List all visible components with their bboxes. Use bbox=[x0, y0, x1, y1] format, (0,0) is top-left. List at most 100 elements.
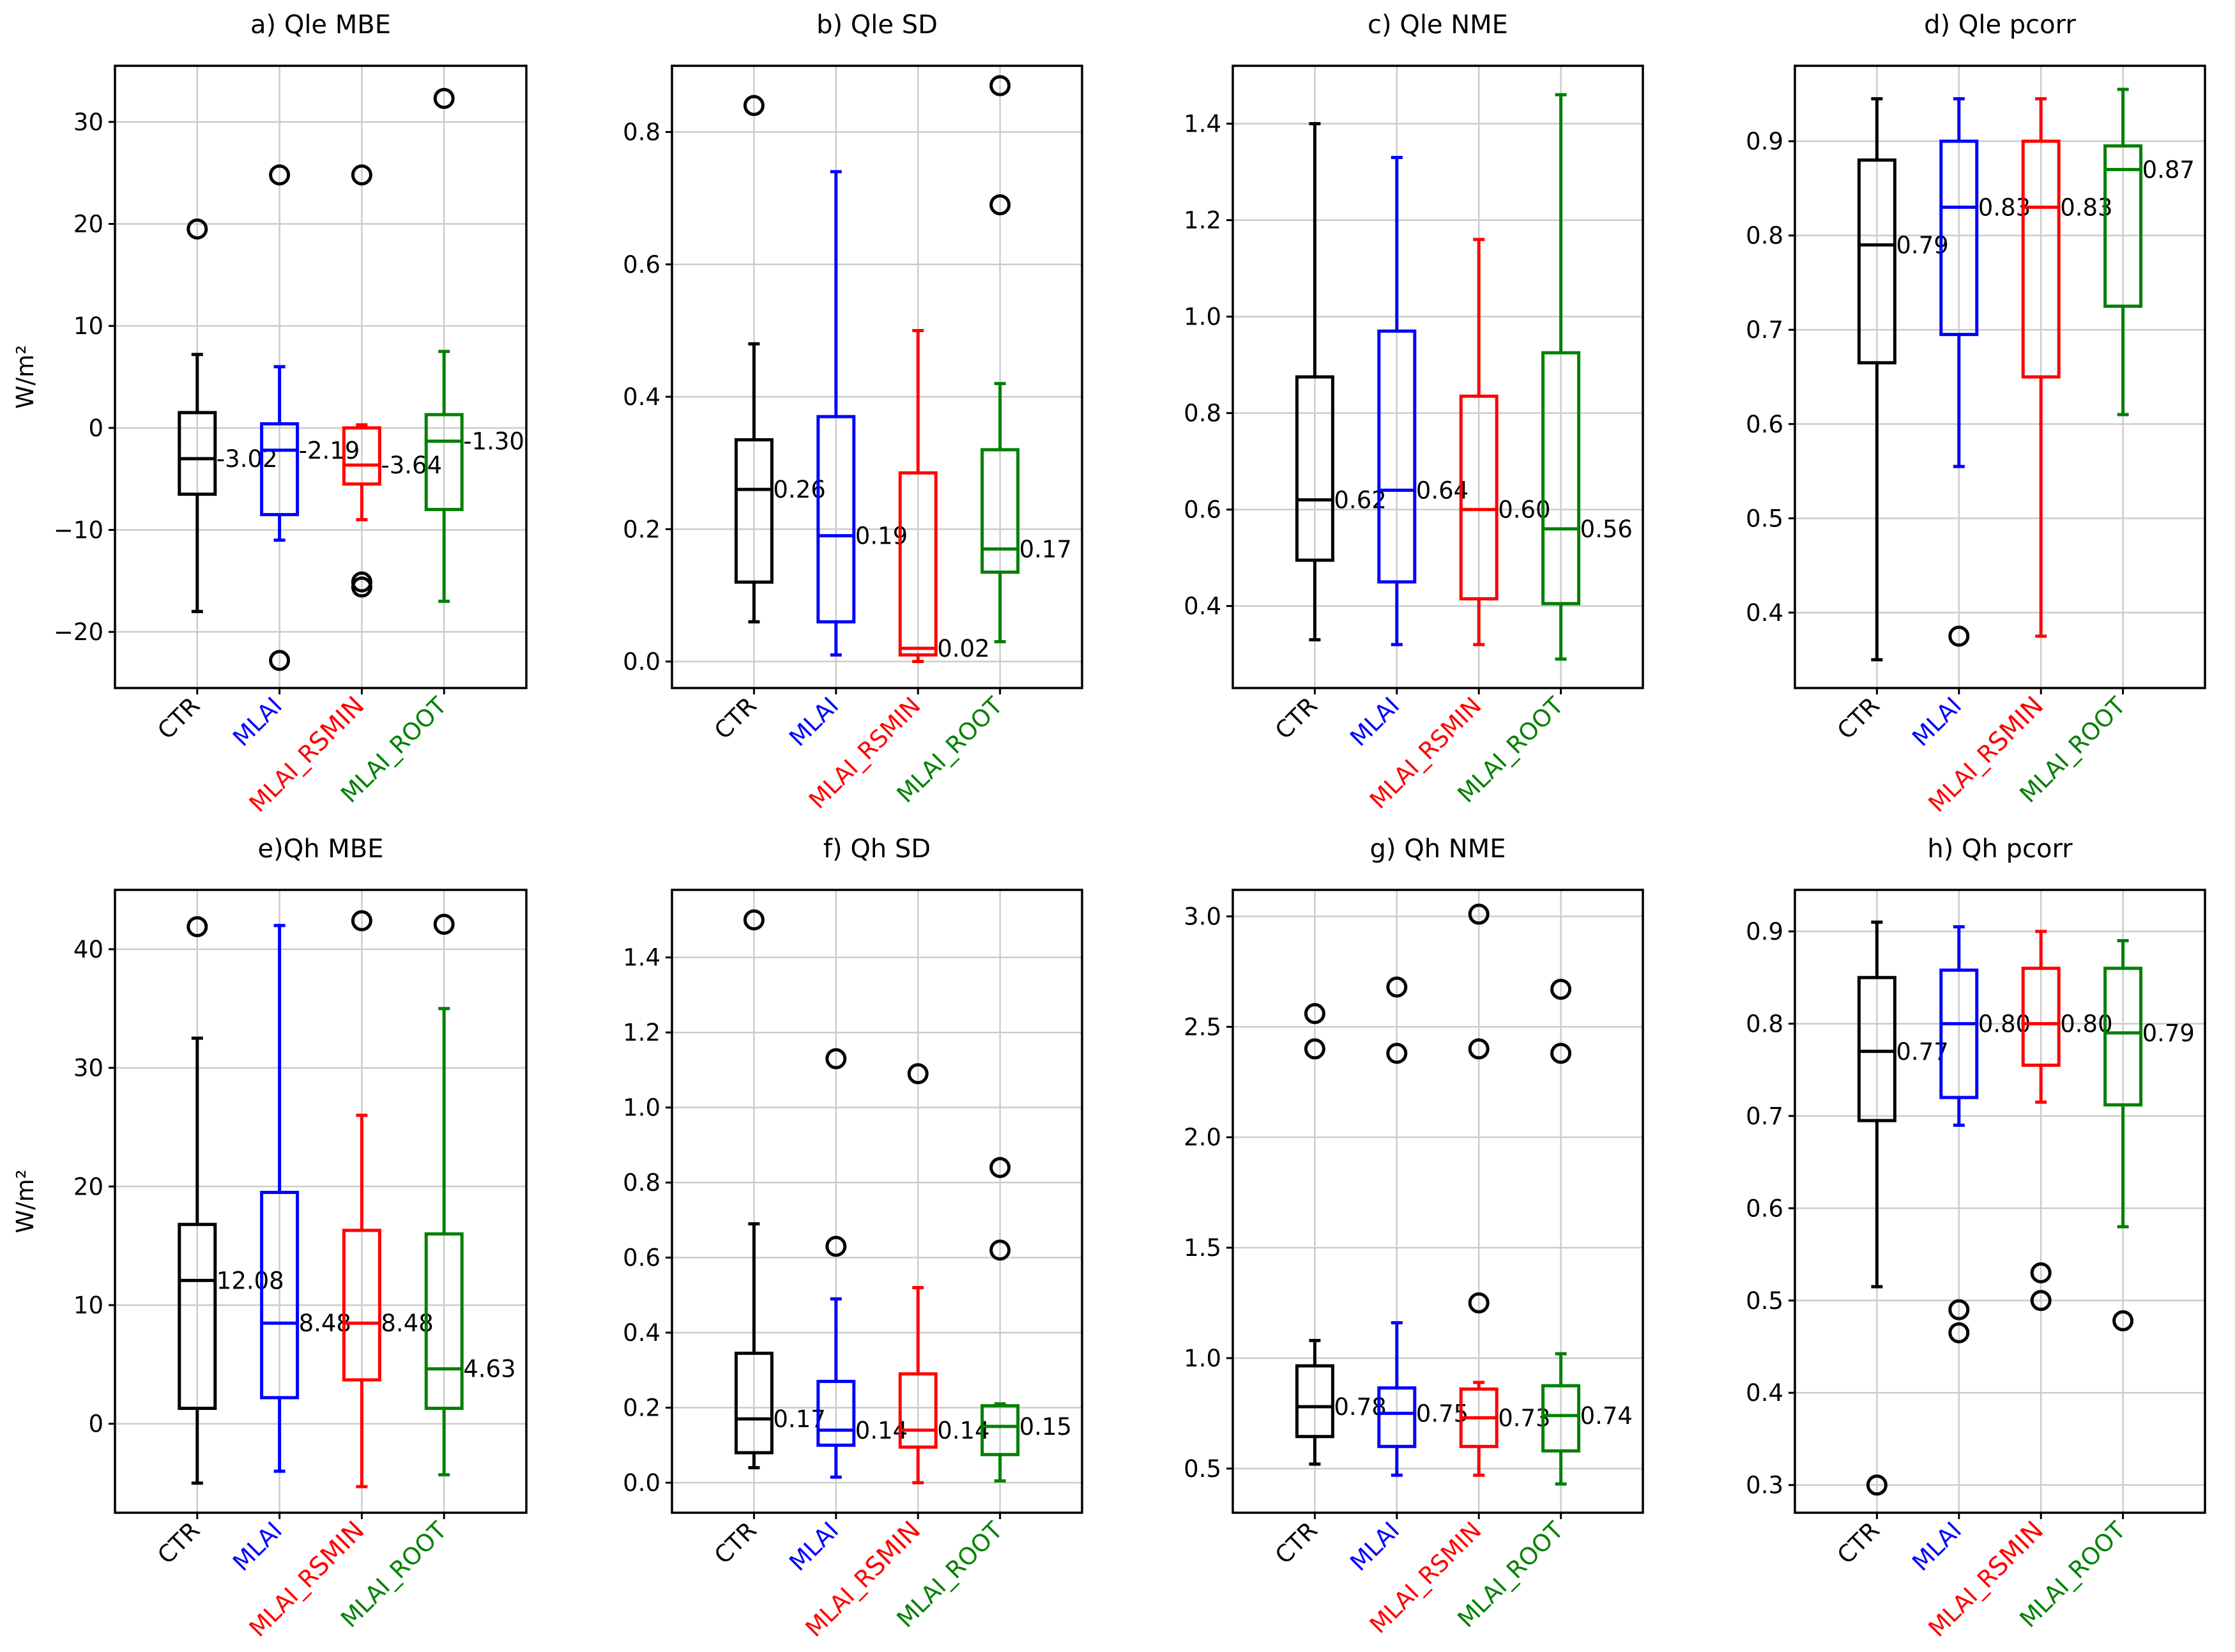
y-tick-label: −20 bbox=[54, 618, 103, 646]
y-tick-label: 1.4 bbox=[623, 944, 660, 972]
y-tick-label: 0.6 bbox=[623, 1244, 660, 1272]
panel-title: c) Qle NME bbox=[1368, 10, 1508, 40]
plot-frame bbox=[114, 889, 528, 1514]
iqr-box bbox=[1939, 968, 1979, 1099]
outlier-point bbox=[989, 75, 1011, 96]
box-mlai-root: 0.15 bbox=[980, 1157, 1072, 1483]
box-ctr: 0.26 bbox=[734, 95, 826, 623]
median-label: 0.17 bbox=[1019, 535, 1072, 563]
box-mlai-rsmin: 0.14 bbox=[898, 1063, 990, 1485]
y-tick-label: 1.0 bbox=[1184, 303, 1221, 331]
outlier-point bbox=[351, 910, 372, 931]
box-mlai-root: 0.79 bbox=[2103, 938, 2195, 1332]
x-tick-label-part: MLAI bbox=[227, 692, 287, 752]
panel-title: g) Qh NME bbox=[1370, 834, 1506, 864]
outlier-point bbox=[269, 164, 291, 186]
x-tick-label-part: CTR bbox=[709, 1517, 762, 1570]
outlier-point bbox=[1304, 1003, 1325, 1025]
panel-g: 0.78 0.75 0.73 0.74 0.5 1.0 1.5 2.0 2.5 3.0 CTR MLA… bbox=[1184, 834, 1644, 1639]
x-tick-label-part: SMIN bbox=[303, 691, 370, 758]
iqr-box bbox=[424, 1232, 464, 1411]
iqr-box bbox=[2021, 139, 2061, 379]
box-mlai-rsmin: 0.83 bbox=[2021, 97, 2113, 638]
median-label: 0.74 bbox=[1580, 1402, 1633, 1430]
iqr-box bbox=[1295, 375, 1334, 562]
y-tick-label: 0.8 bbox=[1746, 222, 1783, 250]
x-tick-label-part: MLAI_R bbox=[800, 1563, 880, 1642]
panel-title: b) Qle SD bbox=[816, 10, 938, 40]
iqr-box bbox=[980, 1404, 1020, 1457]
x-tick-label-ctr: CTR bbox=[1270, 1517, 1323, 1570]
y-tick-label: 0.7 bbox=[1746, 316, 1783, 344]
box-ctr: 12.08 bbox=[178, 916, 284, 1485]
x-tick-label-ctr: CTR bbox=[152, 1517, 205, 1570]
y-tick-label: 3.0 bbox=[1184, 903, 1221, 930]
box-mlai: 8.48 bbox=[260, 924, 351, 1473]
y-tick-label: 0.9 bbox=[1746, 128, 1783, 155]
box-ctr: 0.79 bbox=[1857, 97, 1949, 662]
iqr-box bbox=[734, 1351, 774, 1455]
y-tick-label: 0.2 bbox=[623, 1395, 660, 1422]
x-tick-label-mlai: MLAI bbox=[1907, 1517, 1967, 1577]
x-tick-label-part: MLAI_R bbox=[1923, 1563, 2003, 1642]
y-tick-label: 20 bbox=[73, 210, 103, 238]
x-tick-label-part: SMIN bbox=[1983, 691, 2049, 758]
box-mlai: 0.80 bbox=[1939, 925, 2031, 1343]
y-tick-label: 0.5 bbox=[1746, 505, 1783, 532]
y-tick-label: 1.2 bbox=[623, 1019, 660, 1046]
iqr-box bbox=[1459, 394, 1499, 600]
iqr-box bbox=[342, 1228, 381, 1382]
y-tick-label: 0.5 bbox=[1746, 1287, 1783, 1315]
outlier-point bbox=[2112, 1310, 2134, 1332]
iqr-box bbox=[2103, 967, 2143, 1107]
median-label: -1.30 bbox=[463, 428, 524, 455]
box-ctr: 0.78 bbox=[1295, 1003, 1387, 1466]
iqr-box bbox=[342, 426, 381, 486]
iqr-box bbox=[1377, 1386, 1417, 1448]
x-tick-label-part: MLAI bbox=[1907, 1517, 1967, 1577]
box-mlai: 0.64 bbox=[1377, 155, 1468, 646]
box-mlai-rsmin: 0.73 bbox=[1459, 903, 1551, 1477]
iqr-box bbox=[1857, 158, 1896, 365]
outlier-point bbox=[1386, 976, 1408, 998]
outlier-point bbox=[351, 164, 372, 186]
x-tick-label-mlai: MLAI bbox=[1345, 692, 1405, 752]
iqr-box bbox=[898, 471, 938, 657]
panel-title: f) Qh SD bbox=[823, 834, 931, 864]
outlier-point bbox=[2030, 1290, 2052, 1312]
outlier-point bbox=[825, 1048, 847, 1069]
outlier-point bbox=[743, 95, 765, 116]
box-ctr: 0.62 bbox=[1295, 122, 1387, 641]
y-tick-label: 1.2 bbox=[1184, 207, 1221, 234]
plot-frame bbox=[671, 889, 1083, 1514]
x-tick-label-ctr: CTR bbox=[1832, 692, 1885, 745]
x-tick-label-part: CTR bbox=[1270, 1517, 1323, 1570]
y-tick-label: 40 bbox=[73, 936, 103, 963]
y-tick-label: 0.4 bbox=[623, 383, 660, 411]
y-tick-label: 0.6 bbox=[1746, 411, 1783, 438]
box-mlai: 0.75 bbox=[1377, 976, 1468, 1477]
outlier-point bbox=[351, 576, 372, 598]
median-label: 0.56 bbox=[1580, 516, 1633, 543]
x-tick-label-part: CTR bbox=[1832, 692, 1885, 745]
y-axis-label: W/m² bbox=[11, 1170, 39, 1234]
y-tick-label: 1.0 bbox=[623, 1094, 660, 1122]
y-tick-label: 30 bbox=[73, 109, 103, 136]
x-tick-label-part: MLAI bbox=[784, 1517, 844, 1577]
x-tick-label-mlai: MLAI bbox=[227, 1517, 287, 1577]
y-tick-label: 0.6 bbox=[1746, 1195, 1783, 1222]
box-mlai-root: -1.30 bbox=[424, 88, 524, 603]
x-tick-label-part: MLAI bbox=[1907, 692, 1967, 752]
outlier-point bbox=[1948, 625, 1970, 647]
iqr-box bbox=[1295, 1364, 1334, 1439]
x-tick-label-part: CTR bbox=[1832, 1517, 1885, 1570]
iqr-box bbox=[980, 448, 1020, 574]
y-tick-label: 20 bbox=[73, 1173, 103, 1200]
iqr-box bbox=[260, 422, 300, 517]
y-tick-label: 0.5 bbox=[1184, 1455, 1221, 1483]
median-label: 0.15 bbox=[1019, 1413, 1072, 1441]
box-mlai-root: 0.74 bbox=[1541, 979, 1633, 1486]
x-tick-label-part: SMIN bbox=[303, 1516, 370, 1582]
y-tick-label: 0.4 bbox=[1746, 599, 1783, 627]
